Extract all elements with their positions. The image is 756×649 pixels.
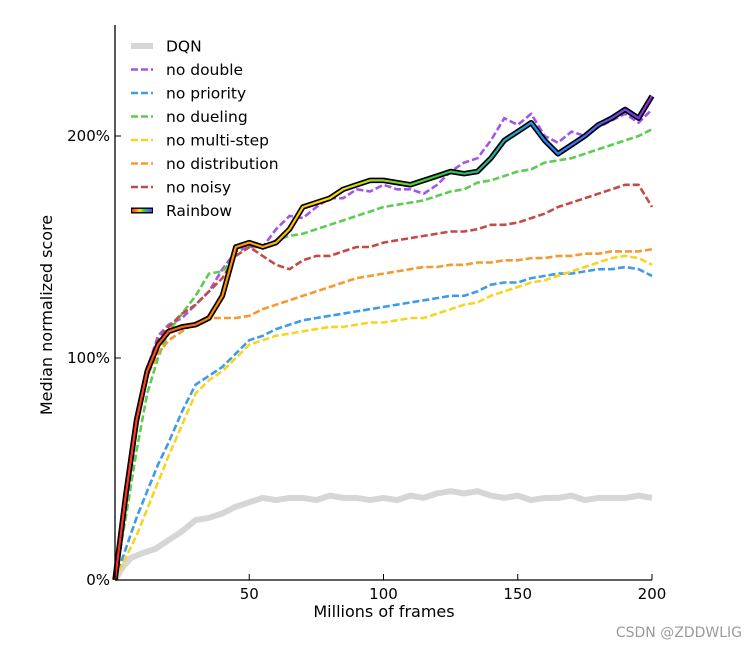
y-axis-label: Median normalized score	[37, 215, 56, 415]
plot-area	[112, 94, 655, 582]
no-priority-series-line	[113, 265, 653, 581]
y-tick-label: 0%	[86, 571, 110, 589]
legend-label-no-multi-step: no multi-step	[166, 132, 269, 150]
legend-label-no-noisy: no noisy	[166, 179, 231, 197]
no-multi-step-series-line	[113, 254, 653, 581]
x-tick-label: 200	[638, 585, 667, 603]
dqn-series-line	[112, 488, 653, 582]
legend-label-no-priority: no priority	[166, 85, 246, 103]
y-tick-label: 100%	[67, 349, 110, 367]
x-tick-label: 100	[369, 585, 398, 603]
legend-label-no-distribution: no distribution	[166, 155, 279, 173]
no-distribution-series-line	[113, 247, 653, 581]
no-noisy-series-line	[113, 183, 654, 581]
ticks: 50 100 150 200 0% 100% 200%	[67, 127, 666, 603]
x-tick-label: 50	[240, 585, 259, 603]
no-dueling-series-line	[113, 128, 653, 581]
rainbow-series-line	[113, 95, 653, 581]
legend-label-dqn: DQN	[166, 38, 202, 56]
watermark: CSDN @ZDDWLIG	[615, 625, 742, 641]
y-tick-label: 200%	[67, 127, 110, 145]
legend-label-rainbow: Rainbow	[166, 202, 232, 220]
x-tick-label: 150	[503, 585, 532, 603]
x-axis-label: Millions of frames	[313, 602, 454, 621]
legend-swatch-rainbow	[132, 208, 152, 213]
legend-label-no-dueling: no dueling	[166, 108, 248, 126]
legend: DQN no double no priority no dueling no mult…	[131, 38, 279, 220]
legend-label-no-double: no double	[166, 61, 243, 79]
